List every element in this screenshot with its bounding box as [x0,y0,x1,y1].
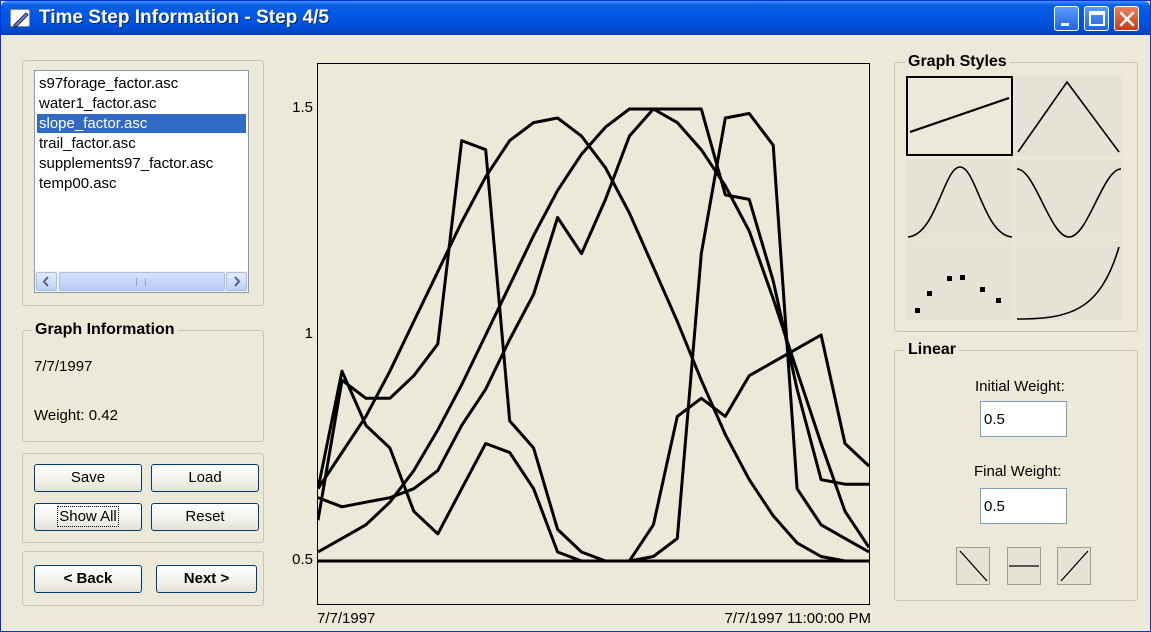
triangle-icon[interactable] [1015,76,1122,156]
increasing-line-icon[interactable] [1057,547,1091,585]
close-button[interactable] [1114,6,1139,31]
series-line-2 [318,107,869,554]
list-item[interactable]: s97forage_factor.asc [39,75,179,92]
show-all-button[interactable]: Show All [34,503,142,531]
scatter-dots-icon[interactable] [906,241,1013,321]
list-item[interactable]: water1_factor.asc [39,95,157,112]
decreasing-line-icon[interactable] [956,547,990,585]
reset-button[interactable]: Reset [151,503,259,531]
minimize-button[interactable] [1054,6,1079,31]
navigation-group [22,551,264,606]
load-button[interactable]: Load [151,464,259,492]
final-weight-label: Final Weight: [974,463,1062,480]
title-bar[interactable]: Time Step Information - Step 4/5 [1,1,1150,35]
x-axis-start-label: 7/7/1997 [317,610,376,627]
next-button[interactable]: Next > [156,565,257,593]
series-line-6 [318,112,869,563]
linear-icon[interactable] [906,76,1013,156]
list-item[interactable]: supplements97_factor.asc [39,155,214,172]
list-item[interactable]: trail_factor.asc [39,135,136,152]
graph-styles-group [894,62,1138,332]
window-title: Time Step Information - Step 4/5 [39,7,329,28]
y-tick-label: 1.5 [292,99,313,116]
app-icon [10,9,30,28]
initial-weight-input[interactable] [980,401,1067,437]
chart-canvas [318,107,869,563]
maximize-button[interactable] [1084,6,1109,31]
list-item[interactable]: temp00.asc [39,175,117,192]
graph-info-title: Graph Information [32,321,178,339]
initial-weight-label: Initial Weight: [975,378,1065,395]
file-list-group [22,60,264,306]
back-button[interactable]: < Back [34,565,142,593]
flat-line-icon[interactable] [1007,547,1041,585]
bell-curve-icon[interactable] [906,159,1013,239]
list-item[interactable]: slope_factor.asc [37,114,246,133]
final-weight-input[interactable] [980,488,1067,524]
linear-group [894,350,1138,601]
y-tick-label: 0.5 [292,551,313,568]
graph-info-weight: Weight: 0.42 [34,407,118,424]
x-axis-end-label: 7/7/1997 11:00:00 PM [724,610,872,627]
weight-chart[interactable] [317,63,870,605]
y-tick-label: 1 [304,325,313,342]
linear-title: Linear [905,341,960,359]
file-actions-group [22,453,264,543]
scroll-thumb[interactable] [59,272,225,291]
series-line-5 [318,333,869,563]
save-button[interactable]: Save [34,464,142,492]
horizontal-scrollbar[interactable] [35,271,248,292]
graph-info-date: 7/7/1997 [34,358,93,375]
graph-info-group [22,330,264,442]
scroll-left-button[interactable] [36,272,57,291]
series-line-4 [318,107,869,509]
graph-styles-title: Graph Styles [905,53,1010,71]
series-line-3 [318,116,869,563]
wave-icon[interactable] [1015,159,1122,239]
scroll-right-button[interactable] [226,272,247,291]
exponential-icon[interactable] [1015,241,1122,321]
